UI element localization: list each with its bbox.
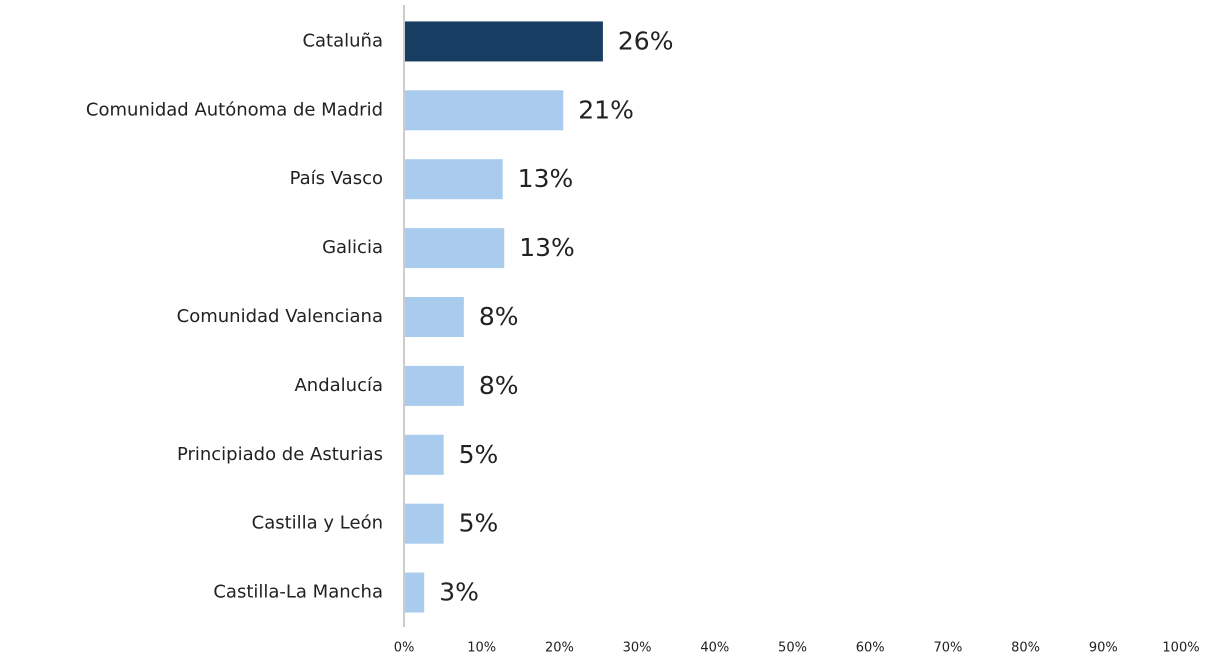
bar bbox=[404, 297, 464, 337]
bar bbox=[404, 21, 603, 62]
y-tick-label: Galicia bbox=[322, 237, 383, 258]
x-tick-label: 20% bbox=[545, 641, 574, 656]
x-tick-label: 90% bbox=[1089, 641, 1118, 656]
value-label: 26% bbox=[618, 26, 674, 55]
x-tick-label: 80% bbox=[1011, 641, 1040, 656]
bar bbox=[404, 434, 444, 475]
x-tick-label: 10% bbox=[467, 641, 496, 656]
x-tick-label: 30% bbox=[623, 641, 652, 656]
y-tick-label: Cataluña bbox=[302, 30, 383, 51]
value-label: 13% bbox=[518, 164, 574, 193]
y-tick-label: Castilla y León bbox=[252, 513, 383, 534]
value-label: 5% bbox=[459, 440, 499, 469]
bar bbox=[404, 365, 464, 406]
value-label: 3% bbox=[439, 578, 479, 607]
value-label: 8% bbox=[479, 371, 519, 400]
y-tick-label: Comunidad Valenciana bbox=[177, 306, 383, 327]
x-tick-label: 50% bbox=[778, 641, 807, 656]
y-tick-label: Comunidad Autónoma de Madrid bbox=[86, 99, 383, 120]
value-label: 21% bbox=[578, 95, 634, 124]
x-tick-label: 70% bbox=[933, 641, 962, 656]
bar bbox=[404, 503, 444, 544]
bar bbox=[404, 90, 564, 131]
y-tick-label: Principiado de Asturias bbox=[177, 444, 383, 465]
x-tick-label: 60% bbox=[856, 641, 885, 656]
value-label: 13% bbox=[519, 233, 575, 262]
bar bbox=[404, 228, 505, 269]
x-tick-label: 100% bbox=[1162, 641, 1199, 656]
x-tick-label: 0% bbox=[394, 641, 415, 656]
bar bbox=[404, 572, 425, 613]
y-tick-label: Castilla-La Mancha bbox=[213, 582, 383, 603]
value-label: 8% bbox=[479, 302, 519, 331]
y-tick-label: Andalucía bbox=[294, 375, 383, 396]
x-tick-label: 40% bbox=[700, 641, 729, 656]
value-label: 5% bbox=[459, 509, 499, 538]
y-tick-label: País Vasco bbox=[290, 168, 383, 189]
bar bbox=[404, 159, 503, 200]
